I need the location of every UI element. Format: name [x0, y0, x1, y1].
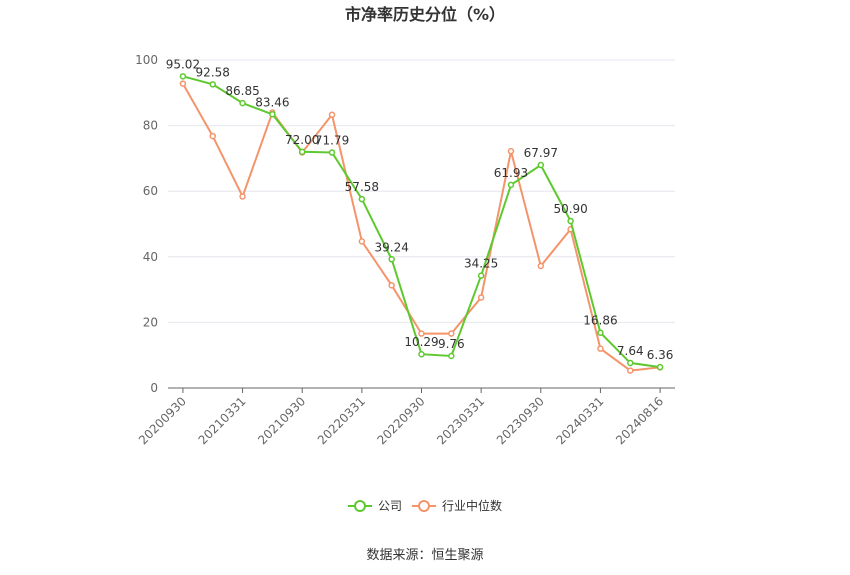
legend-marker-icon — [354, 500, 366, 512]
industry-median-point — [388, 282, 395, 289]
company-point — [209, 81, 216, 88]
company-point — [179, 73, 187, 80]
x-tick-label: 20240331 — [553, 394, 606, 447]
data-label: 72.00 — [285, 133, 319, 147]
y-tick-label: 100 — [135, 53, 158, 67]
company-point — [358, 195, 366, 203]
y-tick-label: 80 — [143, 119, 158, 133]
company-point — [328, 149, 336, 156]
data-label: 10.29 — [404, 335, 438, 349]
company-point — [477, 272, 485, 279]
company-point — [656, 363, 664, 371]
industry-median-point — [358, 238, 366, 245]
x-tick-label: 20200930 — [136, 394, 189, 447]
data-label: 57.58 — [345, 180, 379, 194]
x-tick-label: 20210930 — [255, 394, 308, 447]
y-tick-label: 20 — [143, 315, 158, 329]
x-tick-label: 20230331 — [434, 394, 487, 447]
data-label: 6.36 — [647, 348, 674, 362]
chart-title: 市净率历史分位（%） — [345, 5, 505, 24]
legend-item-company[interactable]: 公司 — [348, 499, 402, 513]
data-label: 71.79 — [315, 134, 349, 148]
company-point — [627, 359, 634, 367]
industry-median-point — [507, 147, 515, 155]
legend[interactable]: 公司 行业中位数 — [348, 498, 502, 513]
x-tick-label: 20220930 — [375, 394, 428, 447]
company-point — [239, 99, 246, 107]
company-point — [537, 161, 545, 169]
x-tick-label: 20220331 — [315, 394, 368, 447]
industry-median-point — [597, 345, 604, 352]
company-point — [448, 352, 455, 360]
legend-label: 公司 — [378, 499, 402, 513]
grid-layer: 0 20 40 60 80 100 — [135, 53, 675, 395]
industry-median-point — [418, 330, 425, 337]
industry-median-point — [537, 262, 545, 270]
x-tick-label: 20210331 — [196, 394, 249, 447]
y-tick-label: 40 — [143, 250, 158, 264]
industry-median-point — [209, 132, 216, 140]
data-label: 7.64 — [617, 344, 644, 358]
company-point — [507, 181, 515, 189]
company-point — [567, 217, 574, 225]
industry-median-point — [627, 367, 634, 374]
data-label: 86.85 — [225, 84, 259, 98]
company-point — [418, 350, 425, 358]
data-label: 61.93 — [494, 166, 528, 180]
data-label: 9.76 — [438, 337, 465, 351]
industry-median-point — [448, 330, 455, 337]
data-label: 67.97 — [524, 146, 558, 160]
industry-median-point — [328, 111, 336, 119]
industry-median-point — [179, 80, 187, 87]
y-tick-label: 0 — [150, 381, 158, 395]
x-tick-label: 20240816 — [613, 394, 666, 447]
axis-layer: 20200930 20210331 20210930 20220331 20220930… — [136, 387, 675, 447]
data-label: 16.86 — [583, 314, 617, 328]
legend-label: 行业中位数 — [442, 498, 502, 513]
company-point — [298, 148, 306, 156]
y-tick-label: 60 — [143, 184, 158, 198]
data-label: 50.90 — [553, 202, 587, 216]
company-point — [597, 329, 604, 336]
data-label: 34.25 — [464, 257, 498, 271]
data-label: 83.46 — [255, 95, 289, 109]
data-label: 92.58 — [196, 65, 230, 79]
data-source: 数据来源：恒生聚源 — [366, 548, 483, 563]
legend-marker-icon — [418, 500, 430, 512]
industry-median-point — [477, 294, 485, 301]
data-label: 39.24 — [374, 240, 408, 254]
company-point — [269, 111, 276, 118]
series-layer — [179, 73, 664, 374]
company-point — [388, 256, 395, 263]
x-tick-label: 20230930 — [494, 394, 547, 447]
data-label: 95.02 — [166, 57, 200, 71]
industry-median-point — [239, 193, 246, 200]
legend-item-industry-median[interactable]: 行业中位数 — [412, 498, 502, 513]
